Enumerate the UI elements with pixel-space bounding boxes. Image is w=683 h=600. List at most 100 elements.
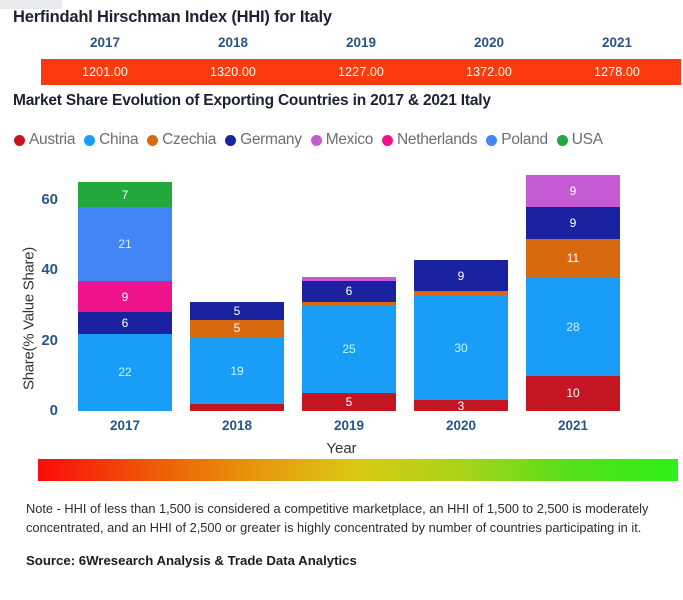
- bar-segment-value: 10: [566, 386, 580, 401]
- bar-segment-austria[interactable]: [190, 403, 284, 411]
- bar-segment-value: 5: [345, 395, 353, 410]
- bar-segment-czechia[interactable]: 5: [190, 319, 284, 338]
- bar-segment-china[interactable]: 28: [526, 277, 620, 376]
- legend-swatch-icon: [84, 134, 96, 146]
- bar-segment-value: 9: [121, 289, 129, 304]
- legend-item-label: China: [99, 131, 139, 148]
- plot-area: 7 21 9 6 22 2017 5 5 19 2018 6 25 5 2019 9 30 3 2020 9 9 11 2…: [62, 160, 675, 445]
- legend-item-mexico[interactable]: Mexico: [310, 131, 374, 149]
- x-axis-tick-2018: 2018: [221, 418, 253, 433]
- bar-segment-value: 22: [118, 365, 132, 380]
- legend-item-czechia[interactable]: Czechia: [147, 131, 216, 149]
- note-text: Note - HHI of less than 1,500 is conside…: [26, 501, 649, 536]
- bar-segment-china[interactable]: 30: [414, 294, 508, 401]
- hhi-value-2019: 1227.00: [338, 65, 384, 79]
- bar-column-2020[interactable]: 9 30 3: [414, 259, 508, 413]
- x-axis-tick-2021: 2021: [557, 418, 589, 433]
- bar-segment-mexico[interactable]: 9: [526, 175, 620, 207]
- chart-title: Market Share Evolution of Exporting Coun…: [13, 92, 491, 109]
- legend-item-germany[interactable]: Germany: [225, 131, 302, 149]
- legend-item-label: USA: [571, 131, 603, 148]
- bar-segment-germany[interactable]: 6: [78, 312, 172, 334]
- legend-item-label: Germany: [240, 131, 302, 148]
- bar-segment-mexico[interactable]: [302, 277, 396, 281]
- bar-segment-value: 5: [233, 321, 241, 336]
- legend-item-netherlands[interactable]: Netherlands: [382, 131, 478, 149]
- bar-segment-czechia[interactable]: [302, 301, 396, 306]
- bar-segment-value: 11: [566, 250, 580, 265]
- legend-swatch-icon: [486, 134, 498, 146]
- bar-segment-netherlands[interactable]: 9: [78, 280, 172, 313]
- bar-segment-value: 9: [457, 268, 465, 283]
- chart-legend: Austria China Czechia Germany Mexico Netherla…: [14, 128, 674, 152]
- legend-swatch-icon: [14, 134, 25, 146]
- bar-segment-germany[interactable]: 6: [302, 280, 396, 302]
- x-axis-label: Year: [326, 440, 357, 457]
- legend-swatch-icon: [310, 134, 322, 146]
- bar-segment-austria[interactable]: 10: [526, 375, 620, 411]
- hhi-value-2017: 1201.00: [82, 65, 128, 79]
- hhi-title: Herfindahl Hirschman Index (HHI) for Ita…: [13, 8, 332, 26]
- legend-item-label: Austria: [29, 131, 76, 148]
- bar-segment-czechia[interactable]: [414, 291, 508, 295]
- legend-swatch-icon: [147, 134, 159, 146]
- bar-segment-usa[interactable]: 7: [78, 182, 172, 207]
- y-axis-tick-40: 40: [41, 261, 58, 279]
- hhi-value-band: 1201.00 1320.00 1227.00 1372.00 1278.00: [41, 59, 681, 85]
- bar-segment-china[interactable]: 19: [190, 337, 284, 404]
- bar-segment-austria[interactable]: 3: [414, 398, 508, 413]
- x-axis-tick-2019: 2019: [333, 418, 365, 433]
- legend-item-label: Czechia: [162, 131, 217, 148]
- bar-segment-germany[interactable]: 9: [526, 206, 620, 239]
- hhi-value-2018: 1320.00: [210, 65, 256, 79]
- hhi-year-2017: 2017: [89, 35, 121, 50]
- bar-column-2021[interactable]: 9 9 11 28 10: [526, 175, 620, 411]
- legend-swatch-icon: [556, 134, 568, 146]
- x-axis-tick-2017: 2017: [109, 418, 141, 433]
- concentration-gradient-bar: [38, 459, 678, 481]
- hhi-value-2020: 1372.00: [466, 65, 512, 79]
- bar-segment-value: 9: [569, 215, 577, 230]
- bar-segment-value: 28: [566, 319, 580, 334]
- legend-swatch-icon: [225, 134, 237, 146]
- bar-segment-value: 30: [454, 340, 468, 355]
- hhi-year-header-row: 2017 2018 2019 2020 2021: [41, 35, 681, 55]
- x-axis-tick-2020: 2020: [445, 418, 477, 433]
- legend-swatch-icon: [382, 134, 394, 146]
- legend-item-usa[interactable]: USA: [556, 131, 603, 149]
- bar-segment-austria[interactable]: 5: [302, 393, 396, 411]
- hhi-year-2019: 2019: [345, 35, 377, 50]
- y-axis: 0 20 40 60: [0, 160, 58, 445]
- bar-segment-china[interactable]: 25: [302, 305, 396, 394]
- hhi-year-2021: 2021: [601, 35, 633, 50]
- legend-item-poland[interactable]: Poland: [486, 131, 548, 149]
- legend-item-label: Netherlands: [397, 131, 478, 148]
- bar-column-2018[interactable]: 5 5 19: [190, 301, 284, 411]
- bar-segment-czechia[interactable]: 11: [526, 238, 620, 278]
- bar-segment-value: 9: [569, 184, 577, 199]
- y-axis-tick-20: 20: [41, 331, 58, 349]
- hhi-year-2020: 2020: [473, 35, 505, 50]
- bar-segment-value: 6: [345, 284, 353, 299]
- bar-segment-germany[interactable]: 5: [190, 301, 284, 320]
- bar-segment-value: 3: [457, 398, 465, 413]
- legend-item-china[interactable]: China: [84, 131, 138, 149]
- corner-placeholder-box: [0, 0, 62, 9]
- bar-column-2017[interactable]: 7 21 9 6 22: [78, 182, 172, 411]
- bar-segment-china[interactable]: 22: [78, 333, 172, 411]
- legend-item-austria[interactable]: Austria: [14, 131, 75, 149]
- stacked-bar-chart: Share(% Value Share) 0 20 40 60 7 21 9 6 22 2017…: [0, 160, 683, 457]
- hhi-year-2018: 2018: [217, 35, 249, 50]
- y-axis-tick-0: 0: [49, 402, 58, 419]
- legend-item-label: Mexico: [325, 131, 374, 148]
- bar-segment-value: 21: [118, 236, 132, 251]
- bar-segment-value: 25: [342, 342, 356, 357]
- source-text: Source: 6Wresearch Analysis & Trade Data…: [26, 553, 357, 568]
- bar-segment-value: 5: [233, 303, 241, 318]
- legend-item-label: Poland: [501, 131, 548, 148]
- bar-column-2019[interactable]: 6 25 5: [302, 277, 396, 411]
- bar-segment-poland[interactable]: 21: [78, 206, 172, 281]
- bar-segment-value: 7: [121, 187, 129, 202]
- bar-segment-germany[interactable]: 9: [414, 259, 508, 292]
- bar-segment-value: 6: [121, 316, 129, 330]
